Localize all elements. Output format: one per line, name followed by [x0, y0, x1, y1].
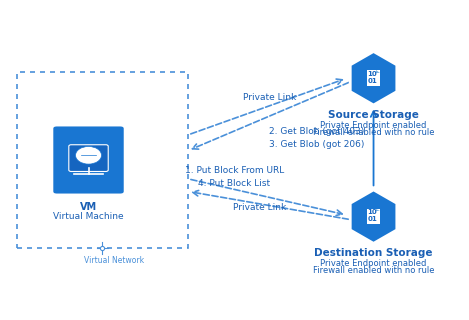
- Polygon shape: [376, 70, 380, 73]
- FancyBboxPatch shape: [52, 125, 125, 195]
- Polygon shape: [350, 52, 397, 105]
- FancyBboxPatch shape: [69, 145, 108, 172]
- Polygon shape: [350, 190, 397, 243]
- Text: 1. Put Block From URL
4. Put Block List: 1. Put Block From URL 4. Put Block List: [185, 166, 284, 188]
- Text: Private Endpoint enabled: Private Endpoint enabled: [320, 259, 427, 268]
- Text: Virtual Network: Virtual Network: [84, 256, 144, 265]
- Text: Destination Storage: Destination Storage: [314, 248, 433, 258]
- Circle shape: [76, 147, 101, 164]
- FancyBboxPatch shape: [367, 209, 380, 224]
- Text: Virtual Machine: Virtual Machine: [53, 212, 124, 221]
- Text: Private Link: Private Link: [234, 203, 287, 212]
- Text: Firewall enabled with no rule: Firewall enabled with no rule: [313, 128, 434, 137]
- Text: 2. Get Blob (got 403)
3. Get Blob (got 206): 2. Get Blob (got 403) 3. Get Blob (got 2…: [269, 127, 364, 149]
- Text: Firewall enabled with no rule: Firewall enabled with no rule: [313, 266, 434, 275]
- Text: 10
01: 10 01: [368, 209, 378, 222]
- Polygon shape: [376, 209, 380, 212]
- Text: Source Storage: Source Storage: [328, 110, 419, 120]
- Text: 10
01: 10 01: [368, 71, 378, 84]
- Text: VM: VM: [80, 203, 97, 212]
- Text: Private Endpoint enabled: Private Endpoint enabled: [320, 121, 427, 130]
- Text: Private Link: Private Link: [242, 92, 296, 102]
- FancyBboxPatch shape: [367, 70, 380, 86]
